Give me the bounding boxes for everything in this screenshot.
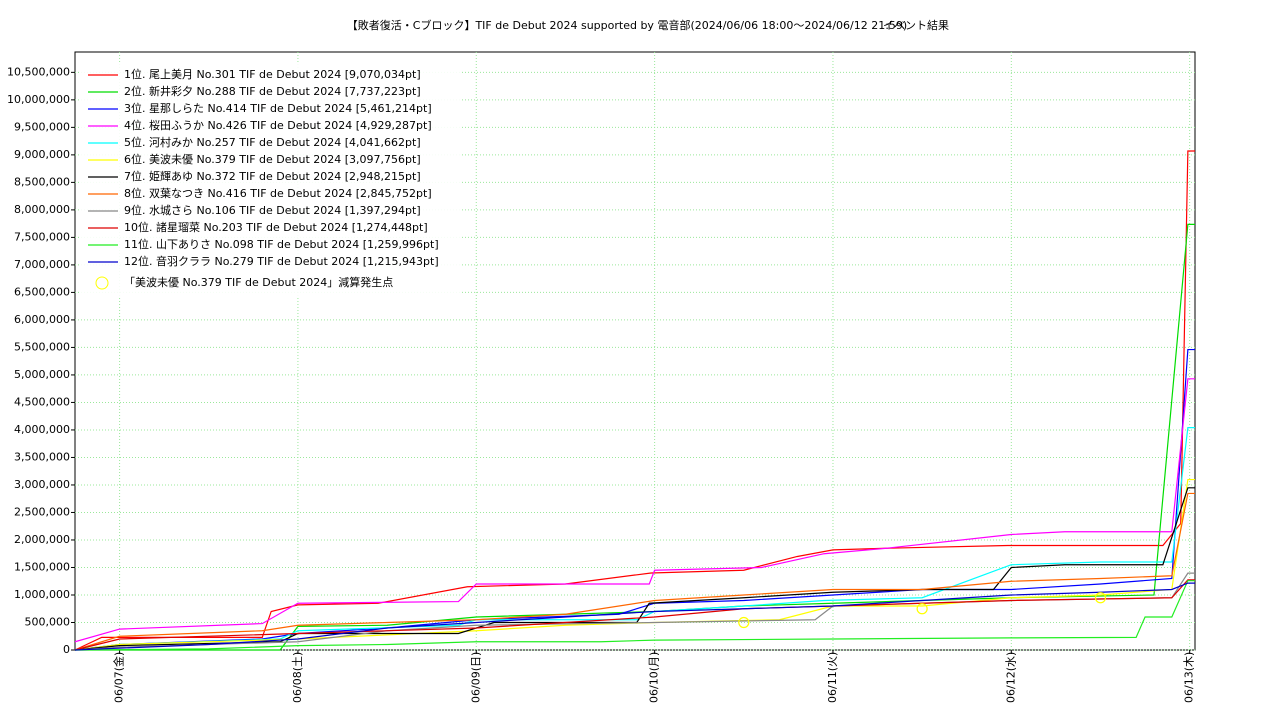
y-tick-label: 9,000,000: [14, 148, 70, 161]
legend-label: 1位. 尾上美月 No.301 TIF de Debut 2024 [9,070…: [124, 67, 421, 81]
x-tick-label: 06/11(火): [826, 652, 839, 703]
y-tick-label: 7,000,000: [14, 258, 70, 271]
y-tick-label: 3,500,000: [14, 450, 70, 463]
y-tick-label: 8,000,000: [14, 203, 70, 216]
legend-label: 9位. 水城さら No.106 TIF de Debut 2024 [1,397…: [124, 203, 421, 217]
y-tick-label: 1,500,000: [14, 560, 70, 573]
y-tick-label: 8,500,000: [14, 175, 70, 188]
legend-box: [80, 64, 460, 296]
legend-label: 4位. 桜田ふうか No.426 TIF de Debut 2024 [4,92…: [124, 118, 432, 132]
y-tick-label: 2,000,000: [14, 533, 70, 546]
x-tick-label: 06/09(日): [469, 652, 482, 703]
series-line: [74, 427, 1195, 651]
y-tick-label: 5,500,000: [14, 340, 70, 353]
legend-label: 「美波未優 No.379 TIF de Debut 2024」減算発生点: [124, 275, 393, 289]
y-tick-label: 1,000,000: [14, 588, 70, 601]
legend-label: 8位. 双葉なつき No.416 TIF de Debut 2024 [2,84…: [124, 186, 432, 200]
x-tick-label: 06/13(木): [1183, 652, 1196, 703]
y-tick-label: 4,000,000: [14, 423, 70, 436]
series-line: [74, 492, 1195, 651]
legend-label: 6位. 美波未優 No.379 TIF de Debut 2024 [3,097…: [124, 152, 421, 166]
series-line: [74, 580, 1195, 651]
y-tick-label: 10,500,000: [7, 65, 70, 78]
series-line: [74, 150, 1195, 651]
legend-label: 5位. 河村みか No.257 TIF de Debut 2024 [4,041…: [124, 135, 421, 149]
y-tick-label: 500,000: [25, 615, 71, 628]
y-tick-label: 6,000,000: [14, 313, 70, 326]
series-line: [74, 378, 1195, 643]
x-tick-label: 06/08(土): [291, 652, 304, 703]
y-tick-label: 5,000,000: [14, 368, 70, 381]
plot-frame: [74, 51, 1196, 651]
y-tick-label: 7,500,000: [14, 230, 70, 243]
y-tick-label: 6,500,000: [14, 285, 70, 298]
x-tick-label: 06/10(月): [648, 652, 661, 703]
legend-label: 11位. 山下ありさ No.098 TIF de Debut 2024 [1,2…: [124, 237, 439, 251]
legend-marker: [95, 276, 109, 290]
chart-title: 【敗者復活・Cブロック】TIF de Debut 2024 supported …: [347, 18, 907, 32]
y-tick-label: 3,000,000: [14, 478, 70, 491]
legend-label: 3位. 星那しらた No.414 TIF de Debut 2024 [5,46…: [124, 101, 432, 115]
series-line: [74, 582, 1195, 651]
series-line: [74, 487, 1195, 651]
legend-label: 10位. 諸星瑠菜 No.203 TIF de Debut 2024 [1,27…: [124, 220, 428, 234]
x-tick-label: 06/12(水): [1004, 652, 1017, 703]
y-tick-label: 10,000,000: [7, 93, 70, 106]
x-tick-label: 06/07(金): [112, 652, 126, 703]
legend-label: 2位. 新井彩夕 No.288 TIF de Debut 2024 [7,737…: [124, 84, 421, 98]
marker-point: [916, 603, 928, 615]
y-tick-label: 0: [63, 643, 70, 656]
marker-point: [738, 616, 750, 629]
legend-label: 7位. 姫輝あゆ No.372 TIF de Debut 2024 [2,948…: [124, 169, 421, 183]
chart-subtitle: イベント結果: [883, 18, 949, 32]
y-tick-label: 2,500,000: [14, 505, 70, 518]
y-tick-label: 4,500,000: [14, 395, 70, 408]
series-line: [74, 348, 1195, 651]
marker-point: [1094, 592, 1107, 604]
legend-label: 12位. 音羽クララ No.279 TIF de Debut 2024 [1,2…: [124, 254, 439, 268]
y-tick-label: 9,500,000: [14, 120, 70, 133]
